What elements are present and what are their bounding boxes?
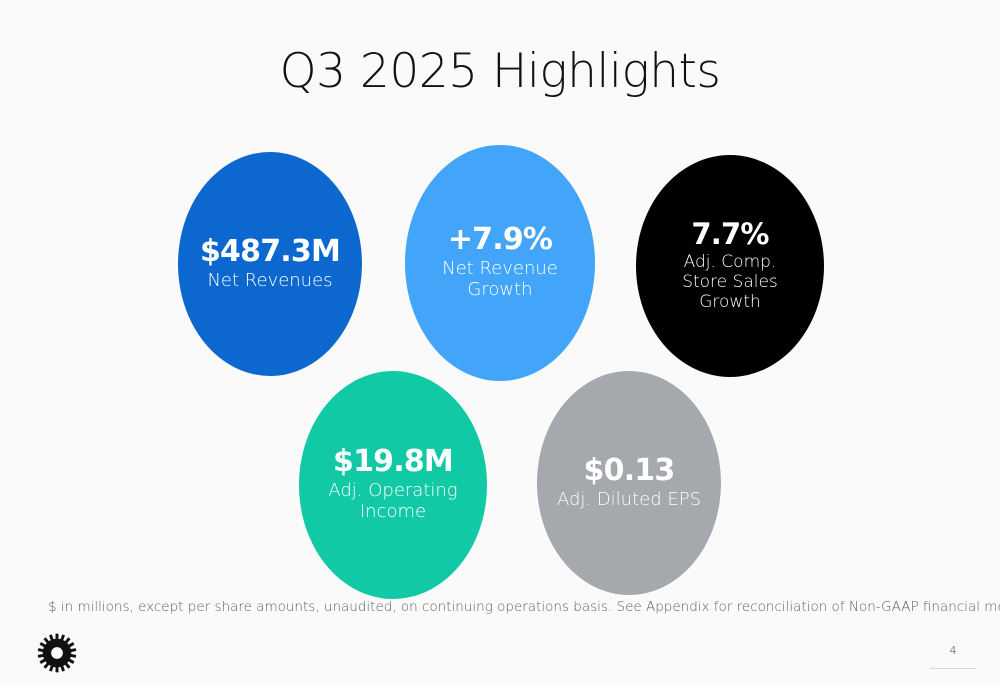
metric-value: $0.13 [583, 453, 676, 489]
metric-label: Net Revenue Growth [442, 258, 558, 301]
metric-label: Net Revenues [207, 269, 333, 291]
metric-value: $19.8M [333, 444, 454, 480]
metric-bubble-net-revenue-growth: +7.9% Net Revenue Growth [405, 145, 595, 381]
metric-value: $487.3M [199, 234, 341, 270]
metric-label: Adj. Comp. Store Sales Growth [682, 251, 778, 312]
metric-label: Adj. Operating Income [328, 480, 458, 523]
footer-divider [930, 668, 976, 669]
metric-bubble-adj-operating-income: $19.8M Adj. Operating Income [299, 371, 487, 599]
metric-value: 7.7% [691, 217, 769, 252]
metric-value: +7.9% [447, 222, 553, 258]
metric-label: Adj. Diluted EPS [556, 488, 702, 510]
page-number: 4 [949, 644, 957, 657]
metric-bubble-adj-comp-store-sales-growth: 7.7% Adj. Comp. Store Sales Growth [636, 155, 824, 377]
page-title: Q3 2025 Highlights [279, 44, 721, 99]
metric-bubble-adj-diluted-eps: $0.13 Adj. Diluted EPS [537, 371, 721, 595]
company-gear-logo [36, 632, 78, 674]
metric-bubble-net-revenues: $487.3M Net Revenues [178, 152, 362, 376]
footnote-text: $ in millions, except per share amounts,… [48, 599, 1000, 615]
